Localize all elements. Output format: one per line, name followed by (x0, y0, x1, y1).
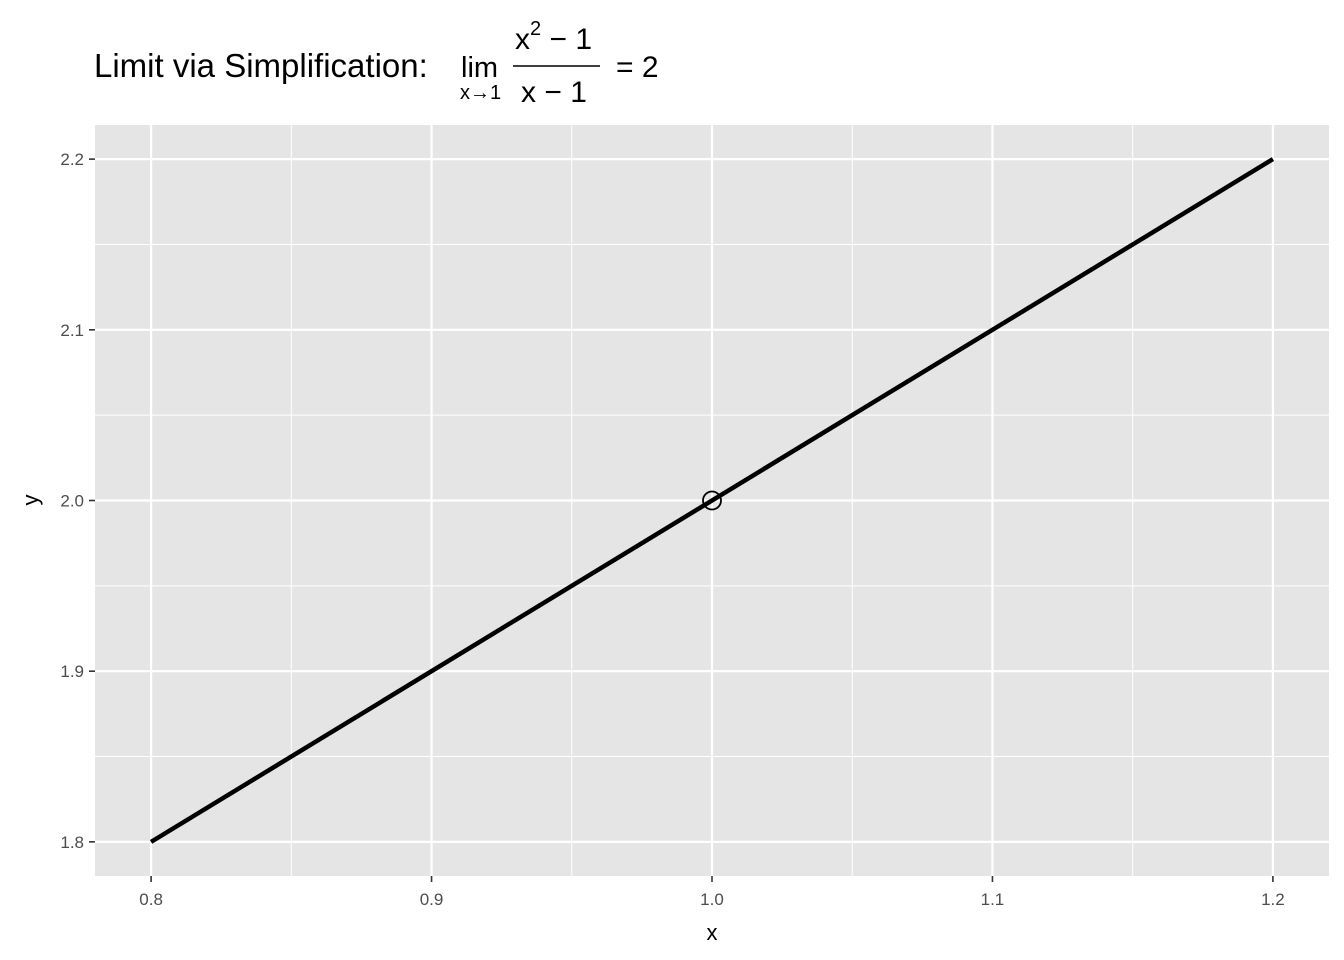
title-result: = 2 (616, 51, 659, 84)
y-tick-label: 1.9 (60, 662, 84, 681)
title-lim: lim (461, 52, 498, 84)
point-layer (702, 490, 722, 511)
y-tick-label: 2.2 (60, 150, 84, 169)
x-tick-label: 1.1 (981, 890, 1005, 909)
hole-point-marker (702, 490, 722, 511)
series-line (149, 157, 1275, 844)
x-tick-label: 0.8 (139, 890, 163, 909)
title-lim-subscript: x→1 (460, 82, 501, 104)
major-gridlines (95, 125, 1329, 876)
x-tick-label: 0.9 (420, 890, 444, 909)
title-numerator-rest: − 1 (541, 23, 592, 56)
x-tick-label: 1.2 (1261, 890, 1285, 909)
title-numerator: x2 − 1 (515, 18, 592, 56)
title-prefix: Limit via Simplification: (94, 47, 428, 84)
y-axis: 1.8 1.9 2.0 2.1 2.2 (60, 150, 95, 852)
x-tick-label: 1.0 (700, 890, 724, 909)
y-tick-label: 2.0 (60, 492, 84, 511)
x-axis-title: x (707, 920, 718, 945)
y-tick-label: 2.1 (60, 321, 84, 340)
title-numerator-base: x (515, 23, 530, 56)
title-numerator-exponent: 2 (530, 18, 541, 40)
x-axis: 0.8 0.9 1.0 1.1 1.2 (139, 876, 1285, 909)
y-axis-title: y (18, 495, 43, 506)
series-layer (149, 157, 1275, 844)
y-tick-label: 1.8 (60, 833, 84, 852)
chart-title: Limit via Simplification: lim x→1 x2 − 1… (94, 18, 659, 109)
title-denominator: x − 1 (521, 76, 587, 109)
